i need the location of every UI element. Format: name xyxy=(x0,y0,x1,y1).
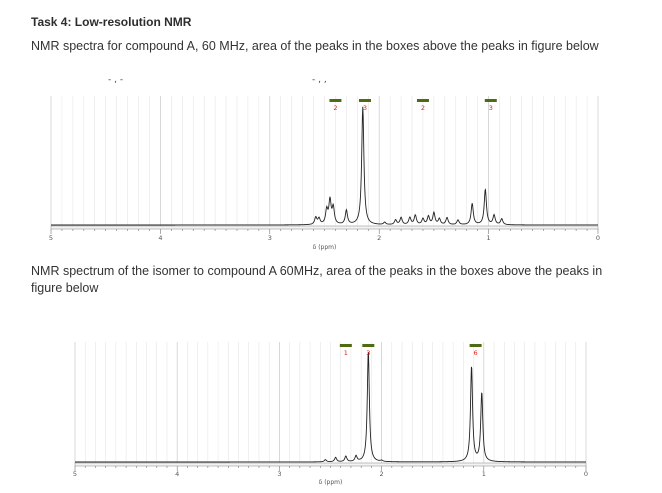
integral-label: 1 xyxy=(344,349,348,357)
integral-label: 3 xyxy=(363,104,367,112)
x-axis-title: δ (ppm) xyxy=(319,479,343,486)
spectrum-trace xyxy=(51,106,598,226)
x-axis-band xyxy=(50,225,599,230)
x-tick-label: 3 xyxy=(268,234,272,242)
spectrum-isomer-description: NMR spectrum of the isomer to compound A… xyxy=(31,264,603,295)
nmr-spectrum-isomer: 5 4 3 2 1 0 δ (ppm) 1 3 6 xyxy=(73,342,588,486)
x-tick-label: 0 xyxy=(596,234,600,242)
x-tick-label: 4 xyxy=(158,234,162,242)
integral-bar xyxy=(362,344,375,347)
spectrum-trace xyxy=(75,352,586,463)
x-tick-label: 4 xyxy=(175,470,179,478)
integral-label: 6 xyxy=(474,349,478,357)
integral-label: 2 xyxy=(333,104,337,112)
integral-label: 3 xyxy=(366,349,370,357)
x-tick-label: 1 xyxy=(487,234,491,242)
integral-bar xyxy=(469,344,482,347)
x-tick-label: 5 xyxy=(73,470,77,478)
integral-bar xyxy=(484,99,497,102)
task-title: Task 4: Low-resolution NMR xyxy=(31,15,192,29)
x-tick-label: 0 xyxy=(584,470,588,478)
x-tick-label: 3 xyxy=(277,470,281,478)
spectrum-a-description: NMR spectra for compound A, 60 MHz, area… xyxy=(31,39,599,53)
cropped-text-fragment: - , , xyxy=(312,75,327,85)
integral-bar xyxy=(416,99,429,102)
integral-bar xyxy=(329,99,342,102)
x-tick-label: 1 xyxy=(482,470,486,478)
x-axis-title: δ (ppm) xyxy=(313,244,337,251)
cropped-text-fragment: - , - xyxy=(108,75,123,85)
x-axis-band xyxy=(74,462,587,467)
integral-bar xyxy=(339,344,352,347)
integral-bar xyxy=(358,99,371,102)
integral-label: 2 xyxy=(421,104,425,112)
integral-label: 3 xyxy=(489,104,493,112)
x-tick-label: 2 xyxy=(377,234,381,242)
x-tick-label: 5 xyxy=(49,234,53,242)
nmr-spectrum-compound-a: 5 4 3 2 1 0 δ (ppm) 2 3 2 3 - , - - , , xyxy=(49,75,600,251)
x-tick-label: 2 xyxy=(380,470,384,478)
